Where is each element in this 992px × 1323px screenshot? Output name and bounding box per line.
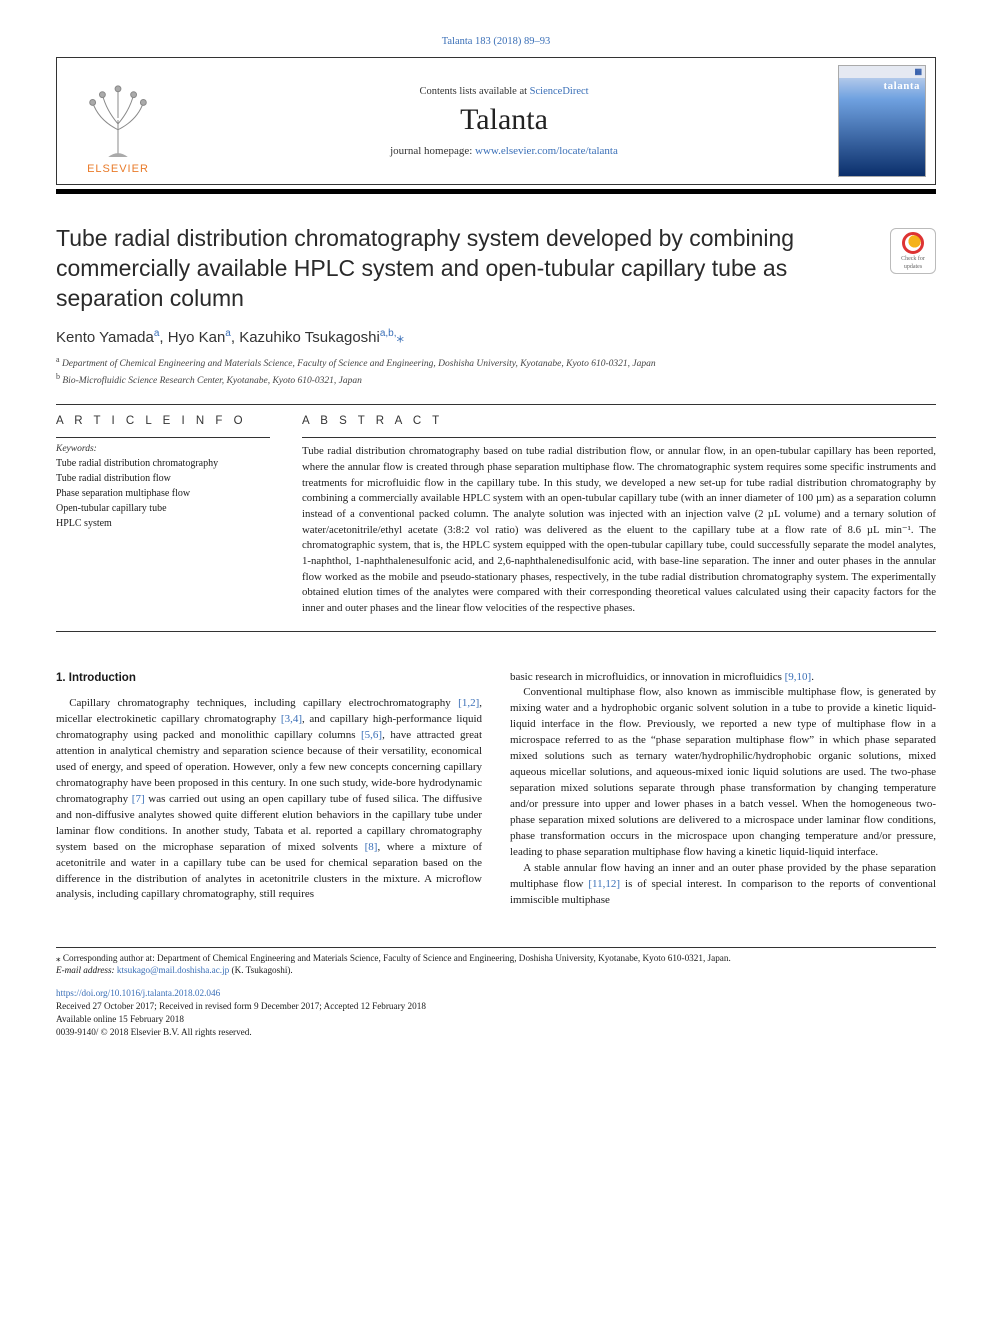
ref-8[interactable]: [8] bbox=[365, 841, 378, 853]
ref-9-10[interactable]: [9,10] bbox=[785, 671, 812, 683]
intro-paragraph-1-cont: basic research in microfluidics, or inno… bbox=[510, 670, 936, 686]
copyright-line: 0039-9140/ © 2018 Elsevier B.V. All righ… bbox=[56, 1027, 252, 1037]
ref-1-2[interactable]: [1,2] bbox=[458, 697, 479, 709]
publisher-logo-box: ELSEVIER bbox=[57, 58, 179, 184]
check-updates-line1: Check for bbox=[901, 256, 925, 262]
check-updates-badge[interactable]: Check for updates bbox=[890, 228, 936, 274]
header-rule bbox=[56, 189, 936, 194]
article-title: Tube radial distribution chromatography … bbox=[56, 224, 874, 314]
doi-block: https://doi.org/10.1016/j.talanta.2018.0… bbox=[56, 987, 936, 1039]
crossmark-icon bbox=[902, 232, 924, 254]
contents-available-line: Contents lists available at ScienceDirec… bbox=[419, 86, 588, 97]
abstract-box: A B S T R A C T Tube radial distribution… bbox=[302, 415, 936, 616]
divider-bottom bbox=[56, 631, 936, 632]
intro-paragraph-1: Capillary chromatography techniques, inc… bbox=[56, 696, 482, 903]
elsevier-logo: ELSEVIER bbox=[73, 67, 163, 175]
available-online: Available online 15 February 2018 bbox=[56, 1014, 184, 1024]
homepage-line: journal homepage: www.elsevier.com/locat… bbox=[390, 145, 618, 157]
intro-paragraph-2: Conventional multiphase flow, also known… bbox=[510, 685, 936, 860]
journal-name: Talanta bbox=[460, 103, 548, 137]
journal-cover-thumb: ▦ talanta bbox=[838, 65, 926, 177]
ref-3-4[interactable]: [3,4] bbox=[281, 713, 302, 725]
abstract-head: A B S T R A C T bbox=[302, 415, 936, 427]
author-list: Kento Yamadaa, Hyo Kana, Kazuhiko Tsukag… bbox=[56, 328, 936, 346]
email-link[interactable]: ktsukago@mail.doshisha.ac.jp bbox=[117, 965, 229, 975]
intro-heading: 1. Introduction bbox=[56, 670, 482, 687]
homepage-link[interactable]: www.elsevier.com/locate/talanta bbox=[475, 145, 618, 157]
homepage-prefix: journal homepage: bbox=[390, 145, 475, 157]
page-ref: Talanta 183 (2018) 89–93 bbox=[56, 36, 936, 47]
article-info-head: A R T I C L E I N F O bbox=[56, 415, 270, 427]
keywords-list: Tube radial distribution chromatographyT… bbox=[56, 456, 270, 531]
divider-top bbox=[56, 404, 936, 405]
corresponding-author-footnote: ⁎ Corresponding author at: Department of… bbox=[56, 952, 936, 978]
journal-header: ELSEVIER Contents lists available at Sci… bbox=[56, 57, 936, 185]
abstract-rule bbox=[302, 437, 936, 438]
intro-paragraph-3: A stable annular flow having an inner an… bbox=[510, 861, 936, 909]
article-info-box: A R T I C L E I N F O Keywords: Tube rad… bbox=[56, 415, 270, 616]
received-dates: Received 27 October 2017; Received in re… bbox=[56, 1001, 426, 1011]
body-col-left: 1. Introduction Capillary chromatography… bbox=[56, 670, 482, 909]
doi-link[interactable]: https://doi.org/10.1016/j.talanta.2018.0… bbox=[56, 988, 220, 998]
abstract-text: Tube radial distribution chromatography … bbox=[302, 444, 936, 616]
ref-11-12[interactable]: [11,12] bbox=[588, 878, 620, 890]
cover-title: talanta bbox=[839, 80, 925, 92]
affiliations: a Department of Chemical Engineering and… bbox=[56, 354, 936, 389]
publisher-name: ELSEVIER bbox=[87, 163, 149, 175]
ref-5-6[interactable]: [5,6] bbox=[361, 729, 382, 741]
ref-7[interactable]: [7] bbox=[132, 793, 145, 805]
footnote-rule bbox=[56, 947, 936, 948]
check-updates-line2: updates bbox=[904, 264, 922, 270]
sciencedirect-link[interactable]: ScienceDirect bbox=[530, 86, 589, 97]
body-col-right: basic research in microfluidics, or inno… bbox=[510, 670, 936, 909]
article-info-rule bbox=[56, 437, 270, 438]
keywords-label: Keywords: bbox=[56, 444, 270, 454]
contents-prefix: Contents lists available at bbox=[419, 86, 529, 97]
